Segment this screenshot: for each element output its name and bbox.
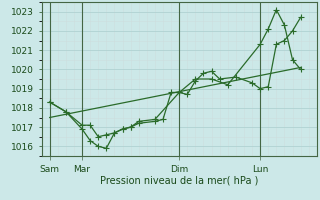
X-axis label: Pression niveau de la mer( hPa ): Pression niveau de la mer( hPa ) [100, 175, 258, 185]
